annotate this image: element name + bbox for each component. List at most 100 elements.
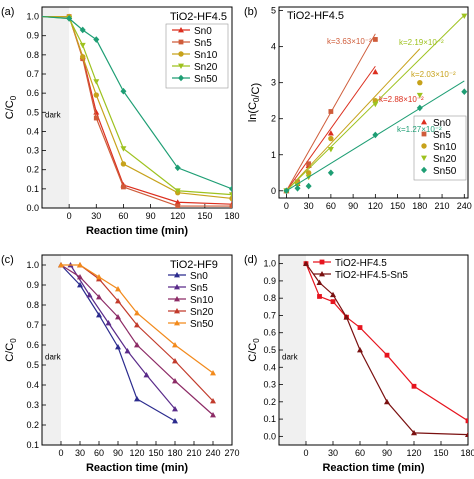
series-sn20-point bbox=[172, 358, 178, 364]
series-sn50-point bbox=[93, 36, 100, 43]
series-sn20-point bbox=[416, 92, 423, 99]
series-group bbox=[303, 260, 468, 438]
panel-label: (b) bbox=[244, 6, 257, 18]
legend-marker bbox=[178, 27, 184, 33]
panel-b: 0 30 60 90 120 150 180 210 240 0 1 2 3 4 5 ln(C0/C) (b) T… bbox=[244, 6, 472, 211]
legend-entry: Sn5 bbox=[433, 130, 451, 141]
dark-region bbox=[42, 7, 70, 208]
x-tick-label: 90 bbox=[113, 448, 123, 458]
series-sn5-point bbox=[143, 372, 150, 378]
x-tick-label: 180 bbox=[412, 201, 427, 211]
series-tio2-hf4-5-point bbox=[317, 294, 322, 299]
x-tick-label: 60 bbox=[326, 201, 336, 211]
x-tick-label: 0 bbox=[67, 211, 72, 221]
legend-entry: Sn50 bbox=[433, 166, 457, 177]
series-sn5-point bbox=[86, 292, 93, 298]
legend-entry: TiO2-HF4.5 bbox=[335, 258, 387, 269]
x-tick-label: 30 bbox=[328, 448, 338, 458]
x-tick-label: 150 bbox=[433, 448, 448, 458]
y-tick-label: 0.0 bbox=[26, 203, 39, 213]
y-tick-label: 0.5 bbox=[26, 360, 39, 370]
x-axis-label: Reaction time (min) bbox=[86, 225, 188, 237]
legend-marker bbox=[174, 272, 180, 278]
series-tio2-hf4-5-sn5-point bbox=[316, 279, 323, 286]
series-sn50-point bbox=[294, 184, 301, 192]
y-tick-label: 4 bbox=[271, 42, 276, 52]
y-tick-label: 1.0 bbox=[263, 259, 276, 269]
dark-region bbox=[279, 255, 306, 445]
legend-box bbox=[165, 23, 229, 89]
series-sn5-point bbox=[328, 109, 334, 114]
series-sn20-line bbox=[79, 264, 214, 402]
y-tick-label: 5 bbox=[271, 6, 276, 16]
y-tick-label: 0.5 bbox=[26, 107, 39, 117]
panel-d: dark 0 30 60 90 120 150 180 0.0 0.1 0.2 0.3 0.4 0.5 0.… bbox=[244, 254, 474, 474]
panel-c: dark 0 30 60 90 120 150 180 210 240 270 0.1 0.2 0.3 0.… bbox=[1, 254, 240, 474]
y-axis-label: C/C0 bbox=[4, 338, 18, 362]
y-tick-label: 0 bbox=[271, 186, 276, 196]
legend-entry: Sn50 bbox=[194, 74, 218, 85]
series-sn5-point bbox=[372, 37, 378, 42]
x-tick-label: 0 bbox=[58, 448, 63, 458]
y-tick-label: 0.2 bbox=[263, 397, 276, 407]
y-tick-label: 0.9 bbox=[263, 276, 276, 286]
series-sn10-point bbox=[77, 274, 83, 280]
series-sn10-point bbox=[305, 170, 312, 176]
series-tio2-hf4-5-sn5-point bbox=[330, 291, 336, 298]
series-sn0-point bbox=[327, 130, 334, 136]
series-sn50-point bbox=[327, 169, 334, 177]
y-tick-label: 0.1 bbox=[26, 440, 39, 450]
y-tick-label: 0.2 bbox=[26, 165, 39, 175]
series-tio2-hf4-5-sn5-point bbox=[343, 314, 350, 320]
series-group bbox=[283, 13, 468, 195]
panel-title: TiO2-HF4.5 bbox=[170, 11, 227, 23]
series-group bbox=[42, 13, 232, 208]
series-sn5-line bbox=[69, 264, 176, 410]
x-tick-label: 240 bbox=[457, 201, 472, 211]
series-sn20-point bbox=[115, 298, 121, 304]
dark-region bbox=[42, 255, 61, 445]
series-sn20-point bbox=[461, 13, 468, 20]
series-tio2-hf4-5-sn5-line bbox=[305, 263, 468, 436]
y-axis-label: ln(C0/C) bbox=[247, 83, 262, 122]
series-sn20-point bbox=[174, 188, 181, 194]
legend-marker bbox=[174, 284, 180, 290]
dark-label: dark bbox=[45, 111, 62, 120]
series-sn10-point bbox=[328, 135, 334, 142]
series-tio2-hf4-5-sn5-point bbox=[357, 347, 363, 353]
panel-title: TiO2-HF4.5 bbox=[287, 10, 344, 22]
y-tick-label: 0.6 bbox=[26, 88, 39, 98]
series-sn50-point bbox=[120, 87, 127, 95]
x-tick-label: 90 bbox=[382, 448, 392, 458]
legend-marker bbox=[178, 51, 184, 57]
series-tio2-hf4-5-sn5-point bbox=[303, 260, 309, 267]
legend-marker bbox=[421, 119, 427, 125]
series-tio2-hf4-5-point bbox=[411, 383, 417, 389]
x-tick-label: 60 bbox=[118, 211, 128, 221]
x-tick-label: 180 bbox=[224, 211, 239, 221]
legend-entry: Sn10 bbox=[190, 295, 214, 306]
y-tick-label: 0.4 bbox=[26, 126, 39, 136]
panel-label: (a) bbox=[1, 6, 14, 18]
legend-marker bbox=[178, 39, 184, 45]
x-tick-label: 90 bbox=[348, 201, 358, 211]
legend-marker bbox=[178, 74, 184, 82]
legend-marker bbox=[174, 308, 180, 314]
y-tick-label: 1.0 bbox=[26, 12, 39, 22]
series-sn20-point bbox=[210, 398, 216, 404]
series-sn5-point bbox=[229, 203, 232, 208]
series-sn50-point bbox=[79, 26, 86, 34]
x-tick-label: 270 bbox=[224, 448, 239, 458]
series-sn0-point bbox=[96, 312, 102, 318]
series-sn50-point bbox=[134, 310, 140, 316]
legend-marker bbox=[319, 271, 325, 277]
rate-constant-label: k=2.03×10⁻² bbox=[411, 70, 456, 79]
legend-entry: TiO2-HF4.5-Sn5 bbox=[335, 270, 408, 281]
legend-marker bbox=[421, 166, 427, 174]
x-tick-label: 90 bbox=[146, 211, 156, 221]
series-sn5-point bbox=[93, 115, 99, 121]
x-tick-label: 150 bbox=[197, 211, 212, 221]
